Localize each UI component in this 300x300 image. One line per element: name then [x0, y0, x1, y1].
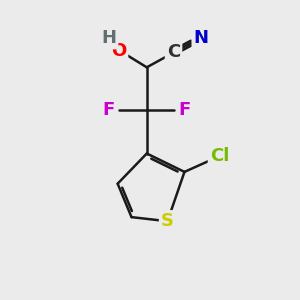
Text: H: H: [101, 29, 116, 47]
Text: N: N: [194, 29, 209, 47]
Text: C: C: [167, 44, 180, 62]
Text: F: F: [103, 101, 115, 119]
Text: S: S: [161, 212, 174, 230]
Text: O: O: [111, 42, 126, 60]
Text: Cl: Cl: [210, 147, 229, 165]
Text: F: F: [179, 101, 191, 119]
